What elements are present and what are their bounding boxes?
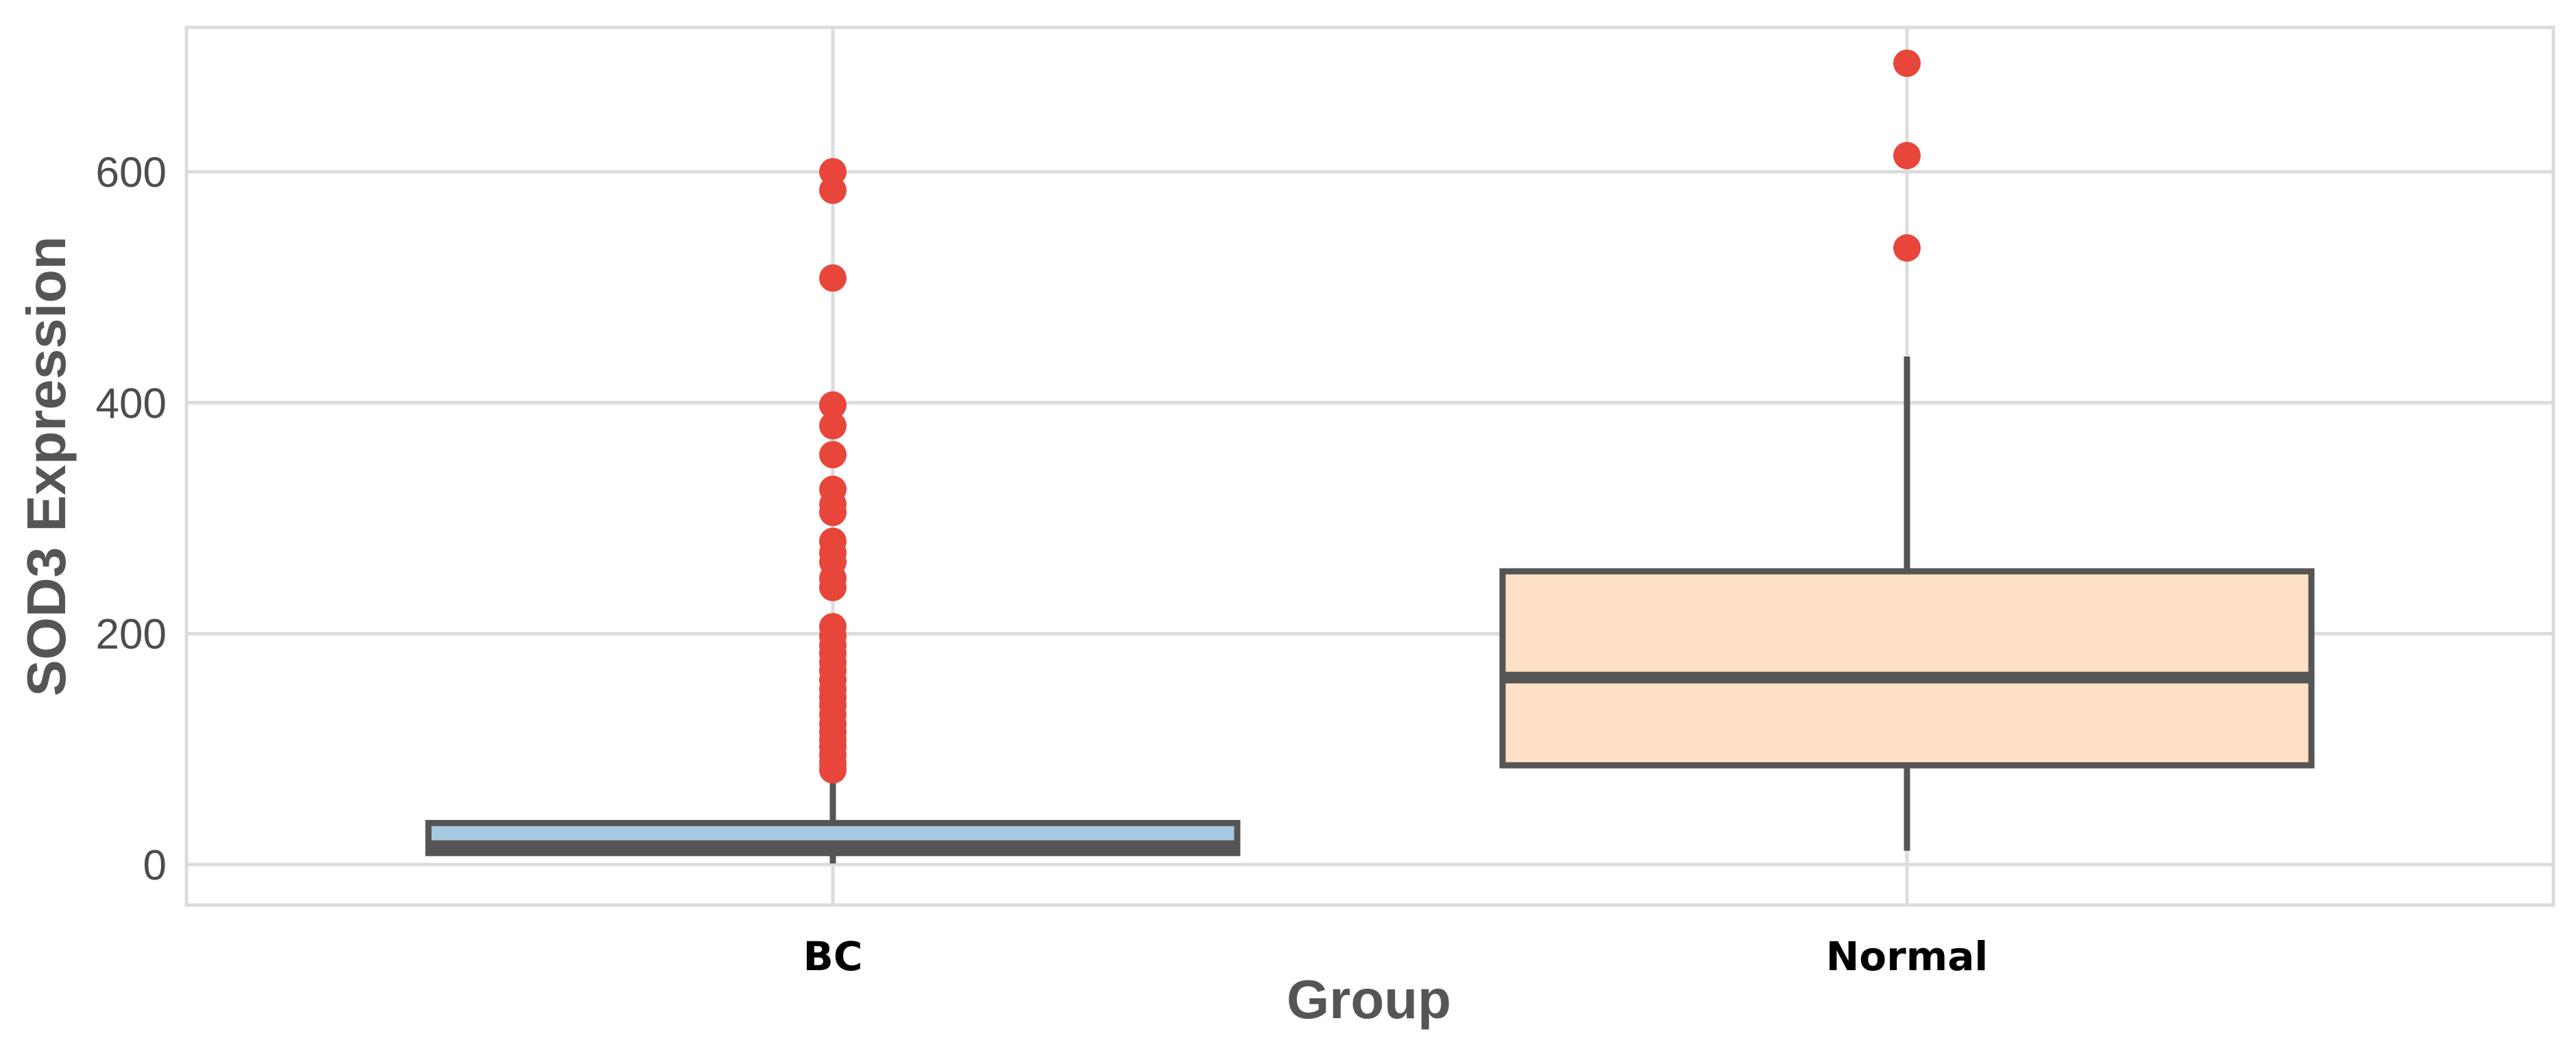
box-normal (1499, 357, 2315, 851)
y-tick-label: 600 (96, 149, 167, 197)
y-tick-label: 400 (96, 380, 167, 427)
outlier-point (819, 158, 847, 186)
outlier-point (1893, 234, 1921, 262)
x-tick-label: Normal (1826, 933, 1988, 980)
outlier-point (819, 441, 847, 469)
outlier-point (819, 412, 847, 440)
grid-lines (186, 27, 2553, 905)
plot-frame (184, 25, 2555, 907)
outlier-point (819, 264, 847, 292)
y-axis-title: SOD3 Expression (16, 236, 77, 696)
x-tick-label: BC (803, 933, 863, 980)
y-tick-labels: 0 200 400 600 (96, 149, 167, 890)
y-tick-label: 0 (143, 842, 167, 889)
outlier-point (1893, 141, 1921, 169)
outlier-point (819, 527, 847, 555)
outlier-point (819, 391, 847, 419)
x-tick-labels: BC Normal (803, 933, 1989, 980)
y-tick-label: 200 (96, 611, 167, 658)
iqr-box (1499, 568, 2315, 769)
x-axis-title: Group (1287, 969, 1451, 1030)
outlier-point (819, 475, 847, 503)
outlier-point (1893, 49, 1921, 77)
outlier-point (819, 613, 847, 641)
box-bc (425, 774, 1241, 864)
outliers (819, 49, 1921, 784)
boxes (425, 357, 2315, 864)
